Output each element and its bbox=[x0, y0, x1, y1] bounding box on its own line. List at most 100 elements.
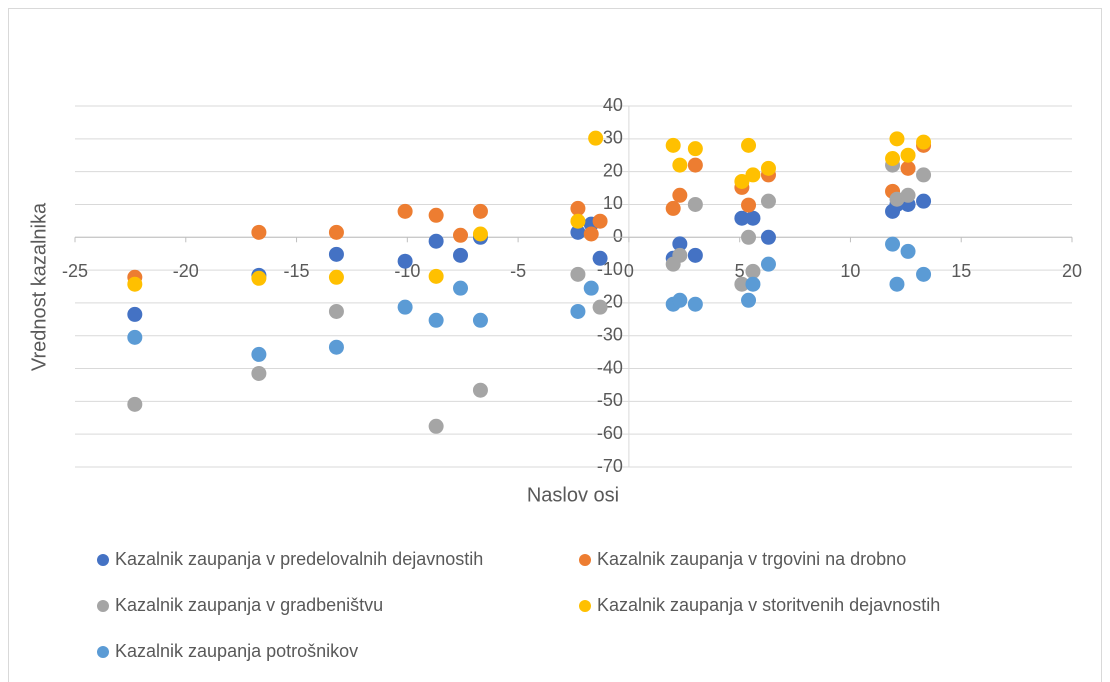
point bbox=[570, 213, 586, 229]
point bbox=[428, 418, 444, 434]
point bbox=[592, 213, 608, 229]
point bbox=[900, 187, 916, 203]
point bbox=[453, 227, 469, 243]
point bbox=[328, 339, 344, 355]
point bbox=[472, 382, 488, 398]
point bbox=[687, 296, 703, 312]
point bbox=[672, 157, 688, 173]
point bbox=[687, 247, 703, 263]
x-tick-label: -25 bbox=[62, 261, 88, 281]
point bbox=[127, 276, 143, 292]
point bbox=[472, 312, 488, 328]
x-tick-label: -15 bbox=[284, 261, 310, 281]
point bbox=[741, 137, 757, 153]
point bbox=[745, 167, 761, 183]
x-axis-title: Naslov osi bbox=[527, 484, 619, 506]
point bbox=[251, 270, 267, 286]
y-tick-label: -70 bbox=[597, 456, 623, 476]
point bbox=[672, 247, 688, 263]
point bbox=[672, 187, 688, 203]
point bbox=[592, 299, 608, 315]
legend-marker bbox=[97, 600, 109, 612]
point bbox=[453, 280, 469, 296]
point bbox=[127, 306, 143, 322]
point bbox=[741, 229, 757, 245]
point bbox=[885, 236, 901, 252]
point bbox=[745, 210, 761, 226]
point bbox=[127, 329, 143, 345]
point bbox=[428, 233, 444, 249]
point bbox=[885, 151, 901, 167]
point bbox=[472, 226, 488, 242]
point bbox=[472, 203, 488, 219]
point bbox=[916, 134, 932, 150]
y-tick-label: 0 bbox=[613, 226, 623, 246]
legend-marker bbox=[97, 646, 109, 658]
x-tick-label: 20 bbox=[1062, 261, 1082, 281]
legend-marker bbox=[97, 554, 109, 566]
x-tick-label: 0 bbox=[624, 261, 634, 281]
point bbox=[428, 312, 444, 328]
point bbox=[453, 247, 469, 263]
point bbox=[745, 263, 761, 279]
point bbox=[328, 224, 344, 240]
point bbox=[760, 160, 776, 176]
point bbox=[760, 256, 776, 272]
x-tick-label: 5 bbox=[735, 261, 745, 281]
point bbox=[745, 276, 761, 292]
x-tick-label: 10 bbox=[840, 261, 860, 281]
point bbox=[889, 276, 905, 292]
x-tick-label: -5 bbox=[510, 261, 526, 281]
point bbox=[916, 193, 932, 209]
point bbox=[583, 226, 599, 242]
y-axis-title: Vrednost kazalnika bbox=[28, 202, 50, 371]
legend-label: Kazalnik zaupanja v storitvenih dejavnos… bbox=[597, 595, 940, 615]
point bbox=[328, 246, 344, 262]
point bbox=[397, 203, 413, 219]
point bbox=[428, 268, 444, 284]
legend-label: Kazalnik zaupanja v gradbeništvu bbox=[115, 595, 383, 615]
point bbox=[734, 173, 750, 189]
point bbox=[900, 147, 916, 163]
point bbox=[916, 167, 932, 183]
point bbox=[570, 200, 586, 216]
legend-marker bbox=[579, 554, 591, 566]
x-tick-label: 15 bbox=[951, 261, 971, 281]
point bbox=[741, 197, 757, 213]
point bbox=[760, 193, 776, 209]
point bbox=[251, 224, 267, 240]
point bbox=[397, 253, 413, 269]
point bbox=[900, 243, 916, 259]
point bbox=[428, 207, 444, 223]
y-tick-label: 10 bbox=[603, 193, 623, 213]
point bbox=[328, 303, 344, 319]
legend-label: Kazalnik zaupanja v predelovalnih dejavn… bbox=[115, 549, 483, 569]
y-tick-label: 20 bbox=[603, 160, 623, 180]
legend-label: Kazalnik zaupanja v trgovini na drobno bbox=[597, 549, 906, 569]
point bbox=[741, 292, 757, 308]
y-tick-label: -40 bbox=[597, 357, 623, 377]
point bbox=[665, 137, 681, 153]
point bbox=[588, 130, 604, 146]
point bbox=[127, 396, 143, 412]
point bbox=[328, 269, 344, 285]
chart-border bbox=[8, 8, 1102, 682]
y-tick-label: -60 bbox=[597, 423, 623, 443]
point bbox=[251, 346, 267, 362]
point bbox=[760, 229, 776, 245]
point bbox=[672, 236, 688, 252]
point bbox=[672, 292, 688, 308]
point bbox=[734, 210, 750, 226]
y-tick-label: 40 bbox=[603, 95, 623, 115]
point bbox=[397, 299, 413, 315]
point bbox=[665, 200, 681, 216]
point bbox=[592, 250, 608, 266]
point bbox=[687, 141, 703, 157]
point bbox=[251, 365, 267, 381]
y-tick-label: -50 bbox=[597, 390, 623, 410]
point bbox=[570, 224, 586, 240]
point bbox=[687, 196, 703, 212]
point bbox=[570, 303, 586, 319]
y-tick-label: -30 bbox=[597, 324, 623, 344]
